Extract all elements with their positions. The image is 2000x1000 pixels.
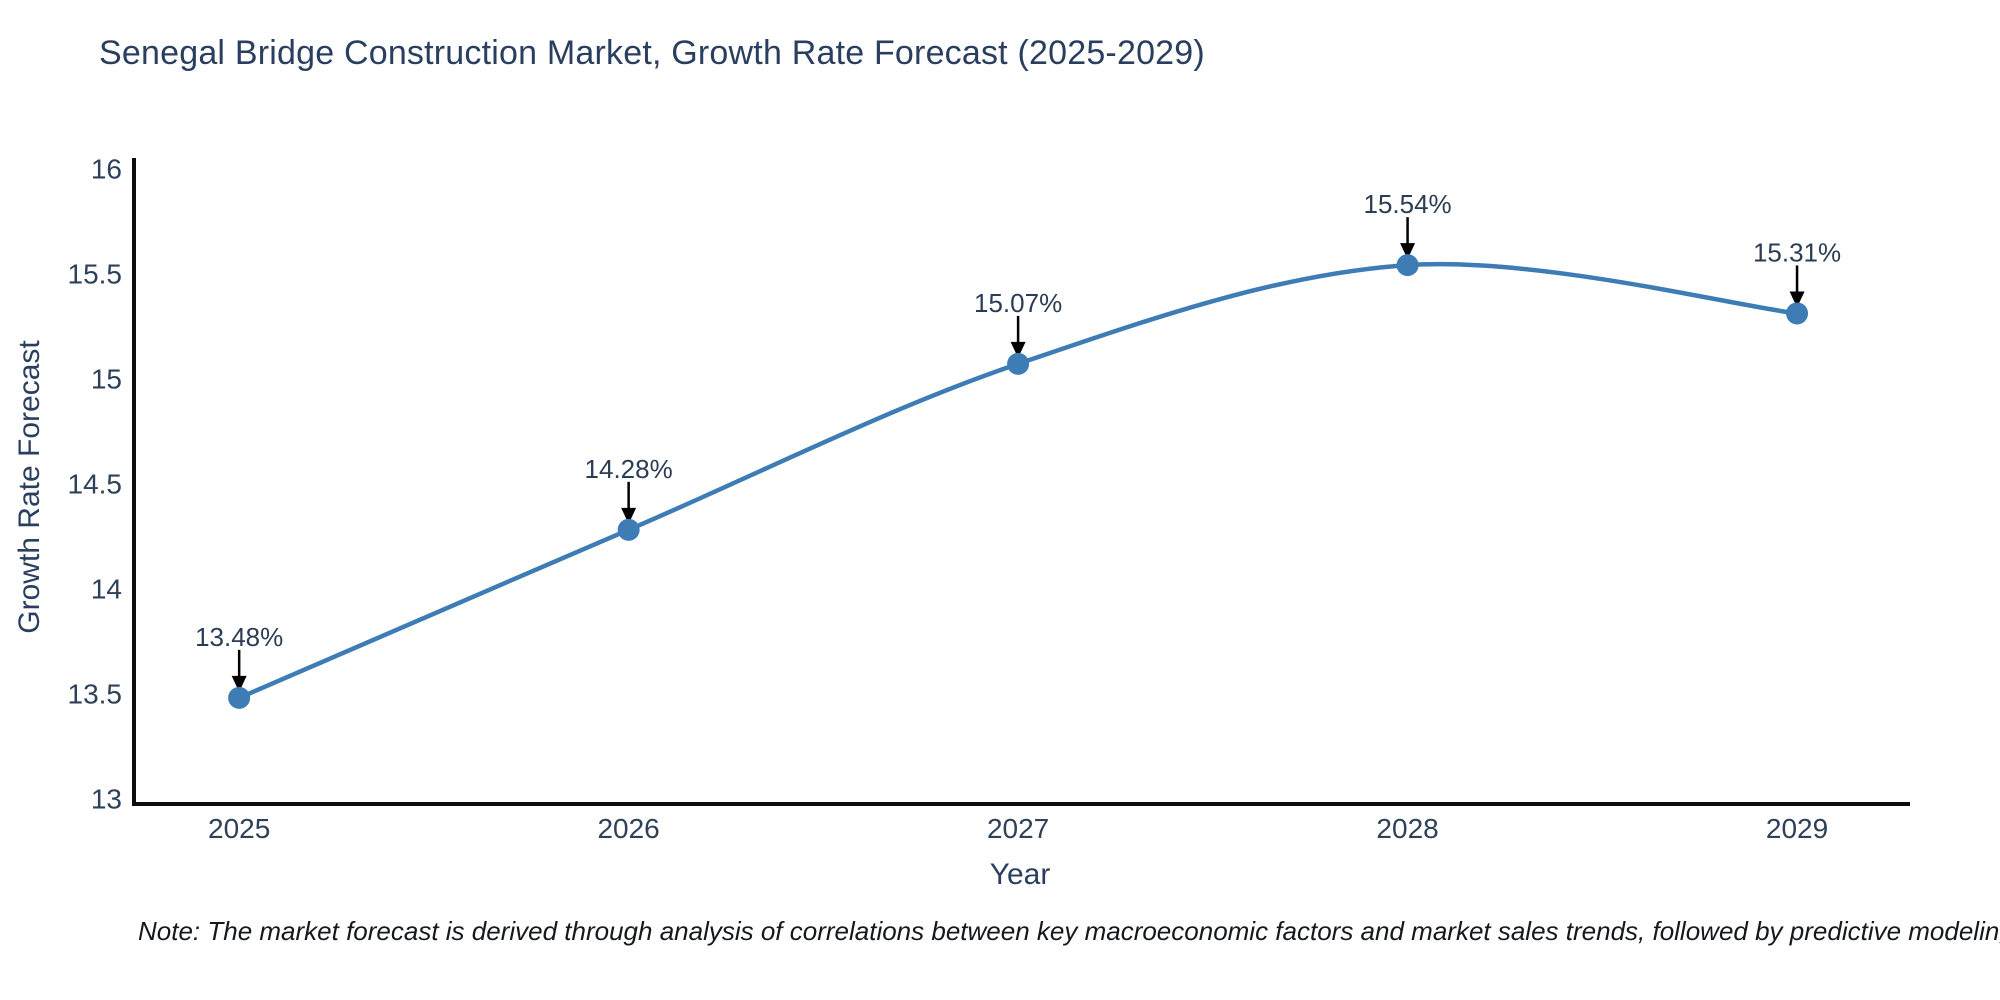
point-value-label: 13.48%	[195, 622, 283, 652]
y-tick-label: 14.5	[68, 469, 123, 500]
point-value-label: 14.28%	[585, 454, 673, 484]
data-point-marker[interactable]	[1786, 302, 1809, 325]
x-tick-label: 2027	[987, 813, 1049, 844]
y-tick-label: 13.5	[68, 679, 123, 710]
y-tick-label: 15	[91, 364, 122, 395]
y-tick-label: 15.5	[68, 259, 123, 290]
annotation-arrowhead	[1010, 341, 1026, 358]
data-point-marker[interactable]	[228, 686, 251, 709]
annotation-arrowhead	[1400, 243, 1416, 260]
x-tick-label: 2026	[597, 813, 659, 844]
point-value-label: 15.07%	[974, 288, 1062, 318]
point-value-label: 15.54%	[1363, 189, 1451, 219]
footnote: Note: The market forecast is derived thr…	[138, 916, 2000, 946]
y-tick-label: 16	[91, 154, 122, 185]
data-point-marker[interactable]	[617, 518, 640, 541]
x-axis-title: Year	[989, 858, 1051, 891]
annotation-arrowhead	[231, 675, 247, 692]
y-tick-label: 14	[91, 574, 122, 605]
annotation-arrowhead	[621, 507, 637, 524]
chart-title: Senegal Bridge Construction Market, Grow…	[99, 34, 1205, 72]
point-value-label: 15.31%	[1753, 237, 1841, 267]
x-tick-label: 2028	[1376, 813, 1438, 844]
annotation-arrowhead	[1789, 291, 1805, 308]
x-tick-label: 2025	[208, 813, 270, 844]
data-point-marker[interactable]	[1396, 254, 1419, 277]
y-axis-title: Growth Rate Forecast	[13, 340, 46, 634]
x-tick-label: 2029	[1766, 813, 1828, 844]
data-point-marker[interactable]	[1007, 352, 1030, 375]
y-tick-label: 13	[91, 784, 122, 815]
